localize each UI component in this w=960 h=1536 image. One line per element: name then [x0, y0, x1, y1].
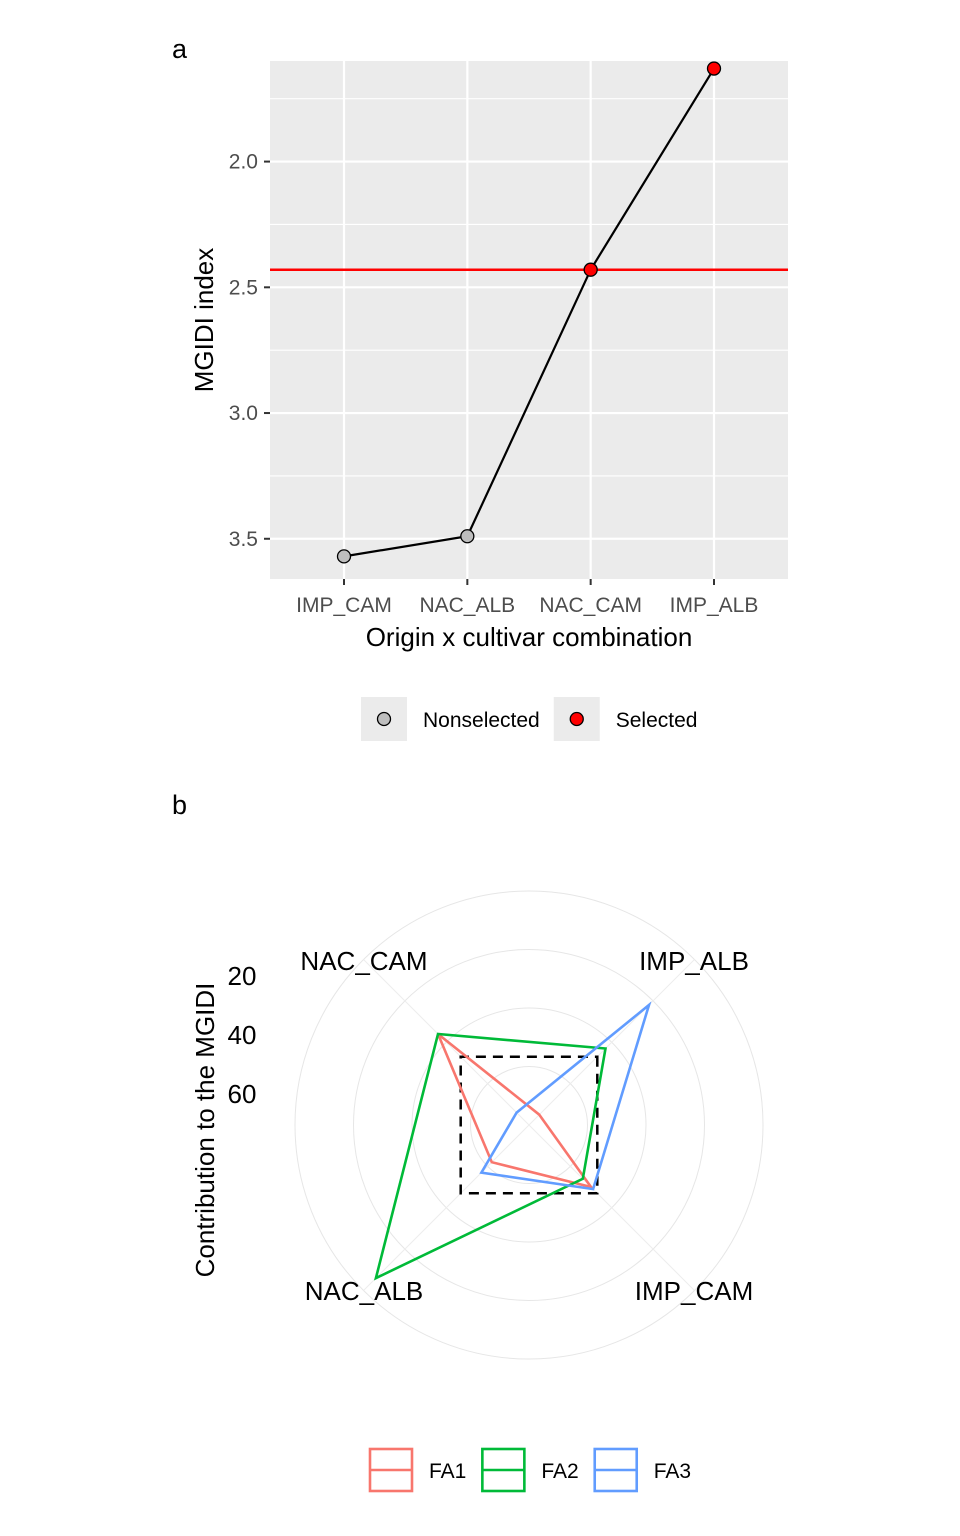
panel-a-x-ticks: IMP_CAM NAC_ALB NAC_CAM IMP_ALB	[296, 579, 758, 617]
data-point	[706, 61, 722, 76]
y-tick-label: 3.0	[229, 402, 258, 425]
y-tick-label: 2.0	[229, 151, 258, 174]
panel-a-label: a	[172, 34, 188, 64]
spoke-line	[528, 1124, 695, 1291]
x-tick-label: IMP_ALB	[670, 594, 759, 617]
panel-a-x-axis-title: Origin x cultivar combination	[366, 622, 693, 652]
radial-gridline	[294, 890, 764, 1360]
panel-a-y-ticks: 2.0 2.5 3.0 3.5	[229, 151, 270, 551]
category-label: NAC_CAM	[300, 946, 427, 976]
r-tick-label: 60	[228, 1079, 257, 1109]
spoke-line	[363, 959, 530, 1126]
panel-a: a 2.02.53.03.5 IMP_CAM NAC_ALB NAC_CAM IMP_…	[172, 34, 788, 741]
radar-series-FA2	[373, 1032, 608, 1281]
panel-a-points	[336, 61, 722, 564]
panel-a-series-line	[343, 67, 715, 558]
panel-b: b IMP_ALB IMP_CAM NAC_ALB NAC_CAM 20 40 60 Co…	[172, 790, 764, 1493]
panel-b-label: b	[172, 790, 187, 820]
panel-a-y-axis-title: MGIDI index	[189, 248, 219, 393]
panel-b-y-axis-title: Contribution to the MGIDI	[190, 983, 220, 1278]
panel-a-legend: Nonselected Selected	[361, 697, 697, 741]
panel-a-plot-background	[270, 61, 788, 579]
panel-b-category-labels: IMP_ALB IMP_CAM NAC_ALB NAC_CAM	[300, 946, 753, 1306]
y-tick-label: 3.5	[229, 528, 258, 551]
category-label: IMP_ALB	[639, 946, 749, 976]
legend-label: Selected	[616, 709, 698, 732]
legend-symbol	[376, 711, 392, 727]
x-tick-label: NAC_ALB	[419, 594, 515, 617]
data-point	[460, 529, 475, 544]
panel-b-r-ticks: 20 40 60	[228, 961, 257, 1109]
data-point	[336, 549, 352, 564]
legend-label: Nonselected	[423, 709, 540, 732]
category-label: IMP_CAM	[635, 1276, 753, 1306]
radar-series-FA3	[479, 1001, 652, 1191]
r-tick-label: 20	[228, 961, 257, 991]
legend-symbol	[569, 711, 584, 727]
panel-b-radial-grid	[294, 890, 764, 1360]
r-tick-label: 40	[228, 1020, 257, 1050]
panel-b-reference-square	[459, 1055, 599, 1195]
legend-label: FA2	[541, 1460, 578, 1483]
legend-label: FA3	[654, 1460, 691, 1483]
radial-gridline	[411, 1007, 647, 1243]
category-label: NAC_ALB	[305, 1276, 424, 1306]
x-tick-label: NAC_CAM	[539, 594, 642, 617]
panel-a-gridlines	[270, 61, 788, 579]
radar-series-FA1	[436, 1032, 595, 1190]
radial-gridline	[353, 949, 705, 1301]
spoke-line	[528, 959, 695, 1126]
radial-gridline	[470, 1066, 588, 1184]
legend-label: FA1	[429, 1460, 466, 1483]
y-tick-label: 2.5	[229, 276, 258, 299]
panel-b-legend: FA1 FA2 FA3	[368, 1447, 691, 1493]
panel-b-series	[373, 1001, 652, 1281]
spoke-line	[363, 1124, 530, 1291]
x-tick-label: IMP_CAM	[296, 594, 392, 617]
data-point	[583, 262, 598, 277]
